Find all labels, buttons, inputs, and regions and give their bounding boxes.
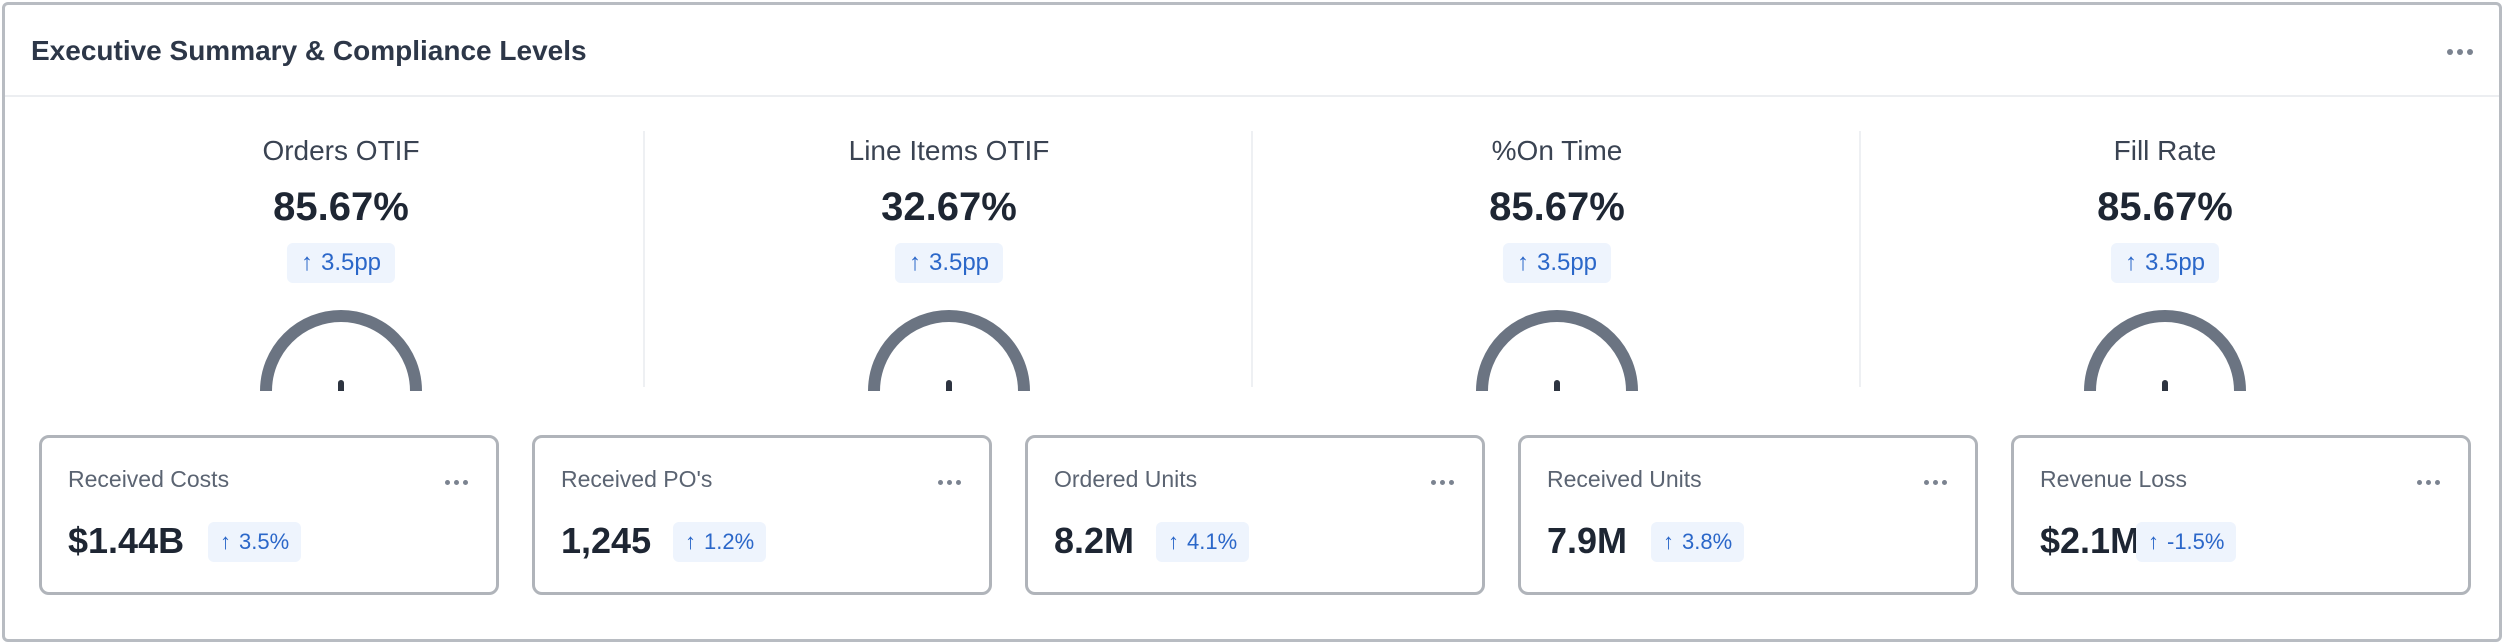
kpi-label: Line Items OTIF [848, 135, 1050, 166]
kpi-delta-value: 3.5pp [1536, 249, 1598, 276]
card-delta-value: 3.8% [1682, 529, 1733, 554]
arrow-up-icon: ↑ [1663, 529, 1674, 554]
metric-card-received-units[interactable]: Received Units 7.9M ↑ 3.8% [1518, 435, 1978, 595]
kpi-orders-otif: Orders OTIF 85.67% ↑ 3.5pp [37, 101, 645, 391]
more-horizontal-icon[interactable] [938, 480, 961, 485]
gauge-chart [864, 301, 1034, 391]
arrow-up-icon: ↑ [1168, 529, 1179, 554]
kpi-delta-badge: ↑ 3.5pp [1502, 243, 1612, 283]
card-value: 7.9M [1547, 520, 1628, 561]
arrow-up-icon: ↑ [685, 529, 696, 554]
card-value: $2.1M [2040, 520, 2141, 561]
card-label: Ordered Units [1054, 466, 1198, 492]
card-delta-value: 1.2% [704, 529, 755, 554]
metric-card-received-costs[interactable]: Received Costs $1.44B ↑ 3.5% [39, 435, 499, 595]
arrow-up-icon: ↑ [220, 529, 231, 554]
card-delta-badge: ↑ 3.5% [208, 522, 302, 562]
card-label: Received Costs [68, 466, 230, 492]
more-horizontal-icon[interactable] [1924, 480, 1947, 485]
kpi-line-items-otif: Line Items OTIF 32.67% ↑ 3.5pp [645, 101, 1253, 391]
kpi-delta-badge: ↑ 3.5pp [286, 243, 396, 283]
panel-header: Executive Summary & Compliance Levels [5, 5, 2499, 97]
arrow-up-icon: ↑ [908, 249, 921, 276]
kpi-label: Fill Rate [2113, 135, 2217, 166]
more-horizontal-icon[interactable] [2417, 480, 2440, 485]
kpi-fill-rate: Fill Rate 85.67% ↑ 3.5pp [1861, 101, 2469, 391]
kpi-value: 85.67% [273, 185, 409, 229]
more-horizontal-icon[interactable] [445, 480, 468, 485]
card-delta-value: 4.1% [1187, 529, 1238, 554]
metric-card-ordered-units[interactable]: Ordered Units 8.2M ↑ 4.1% [1025, 435, 1485, 595]
arrow-up-icon: ↑ [300, 249, 313, 276]
arrow-up-icon: ↑ [2124, 249, 2137, 276]
more-horizontal-icon[interactable] [1431, 480, 1454, 485]
card-value: 1,245 [561, 520, 652, 561]
more-horizontal-icon[interactable] [2447, 49, 2473, 55]
gauge-chart [256, 301, 426, 391]
kpi-label: Orders OTIF [262, 135, 420, 166]
kpi-value: 32.67% [881, 185, 1017, 229]
kpi-value: 85.67% [2097, 185, 2233, 229]
kpi-value: 85.67% [1489, 185, 1625, 229]
gauge-chart [1472, 301, 1642, 391]
kpi-delta-badge: ↑ 3.5pp [894, 243, 1004, 283]
card-label: Received Units [1547, 466, 1702, 492]
card-label: Revenue Loss [2040, 466, 2188, 492]
card-delta-badge: ↑ 4.1% [1156, 522, 1250, 562]
card-delta-value: 3.5% [239, 529, 290, 554]
kpi-divider [643, 131, 645, 387]
card-delta-badge: ↑ -1.5% [2136, 522, 2237, 562]
kpi-label: %On Time [1491, 135, 1623, 166]
kpi-delta-value: 3.5pp [320, 249, 382, 276]
gauge-chart [2080, 301, 2250, 391]
card-value: 8.2M [1054, 520, 1135, 561]
card-value: $1.44B [68, 520, 185, 561]
card-delta-badge: ↑ 3.8% [1651, 522, 1745, 562]
metric-card-received-pos[interactable]: Received PO's 1,245 ↑ 1.2% [532, 435, 992, 595]
kpi-delta-badge: ↑ 3.5pp [2110, 243, 2220, 283]
arrow-up-icon: ↑ [1516, 249, 1529, 276]
kpi-delta-value: 3.5pp [2144, 249, 2206, 276]
metric-card-revenue-loss[interactable]: Revenue Loss $2.1M ↑ -1.5% [2011, 435, 2471, 595]
kpi-on-time: %On Time 85.67% ↑ 3.5pp [1253, 101, 1861, 391]
panel-title: Executive Summary & Compliance Levels [31, 35, 587, 66]
kpi-divider [1251, 131, 1253, 387]
kpi-divider [1859, 131, 1861, 387]
card-delta-value: -1.5% [2167, 529, 2225, 554]
arrow-up-icon: ↑ [2148, 529, 2159, 554]
kpi-delta-value: 3.5pp [928, 249, 990, 276]
card-delta-badge: ↑ 1.2% [673, 522, 767, 562]
card-label: Received PO's [561, 466, 713, 492]
